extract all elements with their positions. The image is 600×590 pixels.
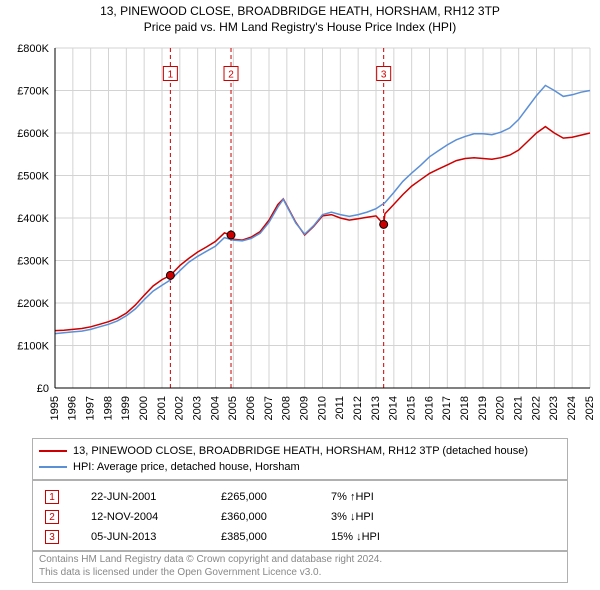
transaction-row: 3 05-JUN-2013 £385,000 15%HPI [39, 527, 561, 547]
svg-text:1999: 1999 [120, 396, 132, 420]
svg-text:2017: 2017 [441, 396, 453, 420]
svg-text:2012: 2012 [352, 396, 364, 420]
svg-text:2011: 2011 [334, 396, 346, 420]
svg-text:2015: 2015 [406, 396, 418, 420]
svg-text:2003: 2003 [192, 396, 204, 420]
transaction-date: 05-JUN-2013 [59, 531, 221, 543]
attribution-box: Contains HM Land Registry data © Crown c… [32, 550, 568, 583]
svg-text:£300K: £300K [17, 256, 49, 268]
chart-title: 13, PINEWOOD CLOSE, BROADBRIDGE HEATH, H… [0, 4, 600, 18]
legend-label-hpi: HPI: Average price, detached house, Hors… [73, 461, 300, 473]
svg-text:£400K: £400K [17, 213, 49, 225]
svg-text:2000: 2000 [138, 396, 150, 420]
svg-text:2004: 2004 [209, 396, 221, 420]
svg-text:2014: 2014 [388, 396, 400, 420]
transaction-price: £385,000 [221, 531, 331, 543]
chart-plot-area: £0 £100K £200K £300K £400K £500K £600K £700K £80… [0, 40, 600, 430]
svg-text:1998: 1998 [102, 396, 114, 420]
svg-text:2024: 2024 [566, 396, 578, 420]
transaction-marker-icon: 2 [45, 510, 59, 524]
svg-text:2018: 2018 [459, 396, 471, 420]
chart-titles: 13, PINEWOOD CLOSE, BROADBRIDGE HEATH, H… [0, 0, 600, 34]
attribution-line: This data is licensed under the Open Gov… [39, 567, 561, 580]
svg-text:2001: 2001 [156, 396, 168, 420]
svg-text:2022: 2022 [530, 396, 542, 420]
svg-text:2025: 2025 [584, 396, 596, 420]
svg-text:2006: 2006 [245, 396, 257, 420]
legend-item-property: 13, PINEWOOD CLOSE, BROADBRIDGE HEATH, H… [39, 443, 561, 459]
transaction-price: £265,000 [221, 491, 331, 503]
svg-text:£700K: £700K [17, 86, 49, 98]
transaction-delta: 15%HPI [331, 531, 561, 543]
svg-text:2019: 2019 [477, 396, 489, 420]
transaction-row: 2 12-NOV-2004 £360,000 3%HPI [39, 507, 561, 527]
transaction-date: 22-JUN-2001 [59, 491, 221, 503]
svg-text:2010: 2010 [316, 396, 328, 420]
svg-text:1: 1 [168, 70, 174, 81]
svg-text:£0: £0 [37, 383, 49, 395]
svg-text:2021: 2021 [513, 396, 525, 420]
transaction-marker-icon: 1 [45, 490, 59, 504]
svg-text:2023: 2023 [548, 396, 560, 420]
svg-text:£200K: £200K [17, 298, 49, 310]
svg-text:2009: 2009 [299, 396, 311, 420]
svg-text:£100K: £100K [17, 341, 49, 353]
svg-text:2: 2 [228, 70, 234, 81]
transaction-date: 12-NOV-2004 [59, 511, 221, 523]
svg-text:1997: 1997 [85, 396, 97, 420]
transaction-row: 1 22-JUN-2001 £265,000 7%HPI [39, 487, 561, 507]
svg-text:£800K: £800K [17, 43, 49, 55]
svg-text:1996: 1996 [67, 396, 79, 420]
legend-item-hpi: HPI: Average price, detached house, Hors… [39, 459, 561, 475]
svg-text:2020: 2020 [495, 396, 507, 420]
legend-swatch-property [39, 450, 67, 452]
arrow-down-icon [353, 531, 362, 543]
legend-label-property: 13, PINEWOOD CLOSE, BROADBRIDGE HEATH, H… [73, 445, 528, 457]
svg-text:1995: 1995 [49, 396, 61, 420]
transactions-box: 1 22-JUN-2001 £265,000 7%HPI 2 12-NOV-20… [32, 480, 568, 552]
transaction-delta: 7%HPI [331, 491, 561, 503]
svg-text:2005: 2005 [227, 396, 239, 420]
chart-svg: £0 £100K £200K £300K £400K £500K £600K £700K £80… [0, 40, 600, 430]
legend-swatch-hpi [39, 466, 67, 468]
legend-box: 13, PINEWOOD CLOSE, BROADBRIDGE HEATH, H… [32, 438, 568, 480]
svg-text:3: 3 [381, 70, 387, 81]
transaction-price: £360,000 [221, 511, 331, 523]
svg-text:2016: 2016 [423, 396, 435, 420]
svg-text:2007: 2007 [263, 396, 275, 420]
svg-text:£500K: £500K [17, 171, 49, 183]
chart-container: { "title": "13, PINEWOOD CLOSE, BROADBRI… [0, 0, 600, 590]
svg-text:£600K: £600K [17, 128, 49, 140]
transaction-marker-icon: 3 [45, 530, 59, 544]
transaction-delta: 3%HPI [331, 511, 561, 523]
svg-text:2008: 2008 [281, 396, 293, 420]
attribution-line: Contains HM Land Registry data © Crown c… [39, 554, 561, 567]
chart-subtitle: Price paid vs. HM Land Registry's House … [0, 20, 600, 34]
svg-text:2002: 2002 [174, 396, 186, 420]
svg-text:2013: 2013 [370, 396, 382, 420]
